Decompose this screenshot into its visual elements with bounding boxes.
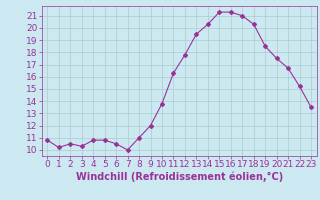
X-axis label: Windchill (Refroidissement éolien,°C): Windchill (Refroidissement éolien,°C)	[76, 172, 283, 182]
